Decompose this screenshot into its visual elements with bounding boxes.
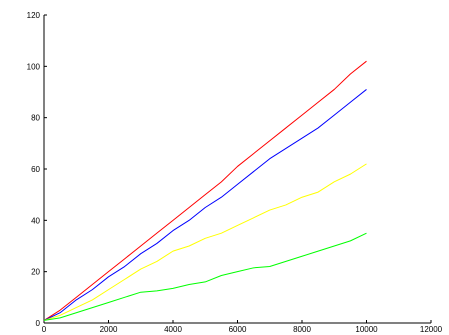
x-tick-label: 8000 xyxy=(293,325,311,334)
y-tick-label: 100 xyxy=(27,62,41,71)
x-tick-label: 2000 xyxy=(100,325,118,334)
series-line-2 xyxy=(43,89,367,321)
series-line-3 xyxy=(43,163,367,321)
y-tick-label: 60 xyxy=(31,165,40,174)
x-tick-label: 4000 xyxy=(164,325,182,334)
series-line-1 xyxy=(43,60,367,321)
y-tick-label: 40 xyxy=(31,216,40,225)
y-tick-label: 20 xyxy=(31,268,40,277)
series-line-4 xyxy=(43,232,367,321)
y-tick-label: 120 xyxy=(27,11,41,20)
series-lines xyxy=(43,60,367,321)
x-tick-label: 12000 xyxy=(420,325,443,334)
x-tick-label: 6000 xyxy=(229,325,247,334)
y-tick-label: 80 xyxy=(31,114,40,123)
axes: 0 2000 4000 6000 8000 10000 12000 0 20 40 60 80 100 1… xyxy=(27,11,443,334)
x-tick-label: 0 xyxy=(42,325,47,334)
x-tick-label: 10000 xyxy=(355,325,378,334)
y-tick-label: 0 xyxy=(36,319,41,328)
